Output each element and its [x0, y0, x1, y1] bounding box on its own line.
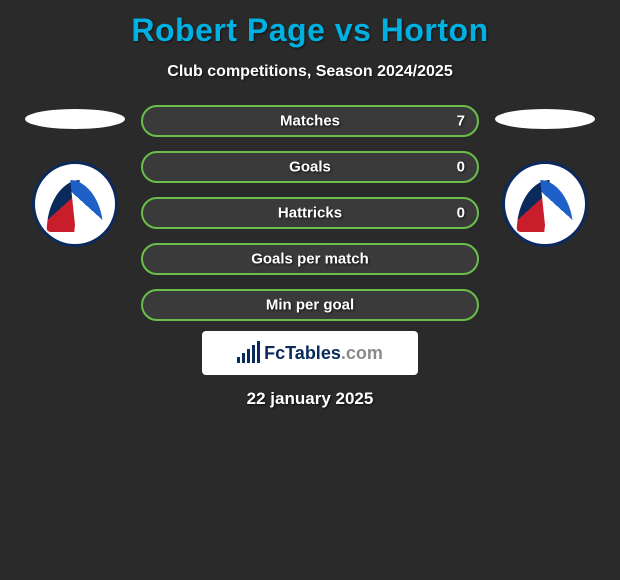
stat-label: Min per goal — [143, 297, 477, 314]
right-club-badge-icon — [502, 161, 588, 247]
comparison-card: Robert Page vs Horton Club competitions,… — [0, 0, 620, 409]
brand-box: FcTables.com — [202, 331, 418, 375]
stats-col: Matches7Goals0Hattricks0Goals per matchM… — [135, 105, 485, 321]
stat-label: Hattricks — [143, 205, 477, 222]
right-player-ellipse — [495, 109, 595, 129]
stat-row: Matches7 — [141, 105, 479, 137]
stat-value-right: 0 — [457, 205, 465, 222]
stat-label: Goals per match — [143, 251, 477, 268]
left-player-ellipse — [25, 109, 125, 129]
date-label: 22 january 2025 — [247, 389, 374, 409]
stat-row: Goals0 — [141, 151, 479, 183]
stat-row: Hattricks0 — [141, 197, 479, 229]
brand-name: FcTables — [264, 343, 341, 363]
left-club-badge-icon — [32, 161, 118, 247]
stat-row: Min per goal — [141, 289, 479, 321]
page-title: Robert Page vs Horton — [0, 0, 620, 49]
stat-value-right: 7 — [457, 113, 465, 130]
main-row: Matches7Goals0Hattricks0Goals per matchM… — [0, 105, 620, 321]
brand-bars-icon — [237, 343, 260, 363]
stat-label: Goals — [143, 159, 477, 176]
brand-suffix: .com — [341, 343, 383, 363]
brand-text: FcTables.com — [264, 343, 383, 364]
stat-label: Matches — [143, 113, 477, 130]
stat-row: Goals per match — [141, 243, 479, 275]
right-player-col — [485, 105, 605, 247]
left-player-col — [15, 105, 135, 247]
stat-value-right: 0 — [457, 159, 465, 176]
page-subtitle: Club competitions, Season 2024/2025 — [0, 63, 620, 81]
